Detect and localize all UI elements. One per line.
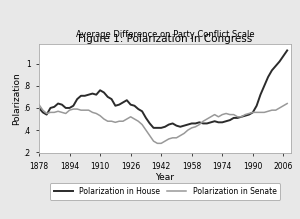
Y-axis label: Polarization: Polarization <box>12 72 21 125</box>
Polarization in House <box>144 117 148 119</box>
Polarization in House <box>98 89 102 92</box>
Polarization in Senate <box>37 103 41 106</box>
Polarization in Senate <box>236 115 239 118</box>
Polarization in House <box>236 117 239 119</box>
Polarization in House <box>114 104 117 107</box>
Polarization in House <box>270 69 274 72</box>
Title: Figure 1: Polarization in Congress: Figure 1: Polarization in Congress <box>78 34 252 44</box>
Polarization in House <box>152 127 155 129</box>
Polarization in Senate <box>98 114 102 117</box>
X-axis label: Year: Year <box>155 173 175 182</box>
Polarization in Senate <box>56 110 60 113</box>
Polarization in Senate <box>156 142 159 145</box>
Polarization in Senate <box>285 102 289 105</box>
Text: Average Difference on Party Conflict Scale: Average Difference on Party Conflict Sca… <box>76 30 254 39</box>
Legend: Polarization in House, Polarization in Senate: Polarization in House, Polarization in S… <box>50 183 280 200</box>
Line: Polarization in House: Polarization in House <box>39 50 287 128</box>
Polarization in House <box>285 49 289 52</box>
Polarization in House <box>37 107 41 109</box>
Polarization in House <box>56 102 60 105</box>
Polarization in Senate <box>270 109 274 111</box>
Polarization in Senate <box>114 121 117 124</box>
Polarization in Senate <box>144 129 148 131</box>
Line: Polarization in Senate: Polarization in Senate <box>39 104 287 143</box>
